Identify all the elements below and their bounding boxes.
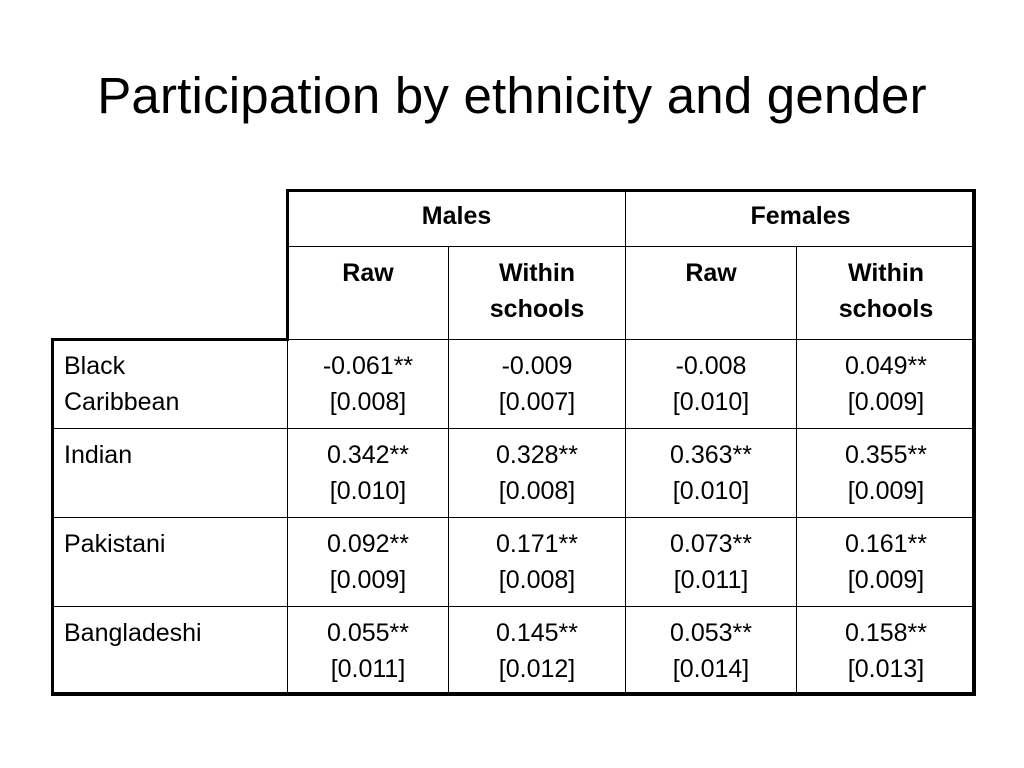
row-label: Bangladeshi bbox=[51, 606, 288, 696]
row-label: Indian bbox=[51, 428, 288, 518]
standard-error: [0.010] bbox=[672, 388, 750, 416]
coefficient: 0.073** bbox=[670, 530, 753, 558]
table-cell: 0.073** [0.011] bbox=[625, 517, 798, 607]
table-cell: -0.061** [0.008] bbox=[287, 339, 449, 429]
sub-header-females-within: Within schools bbox=[796, 246, 977, 340]
standard-error: [0.012] bbox=[498, 655, 576, 683]
sub-header-males-within: Within schools bbox=[447, 246, 627, 340]
standard-error: [0.011] bbox=[673, 566, 749, 594]
row-label-line: Indian bbox=[64, 441, 133, 469]
coefficient: 0.049** bbox=[845, 352, 928, 380]
coefficient: 0.161** bbox=[845, 530, 928, 558]
coefficient: -0.061** bbox=[322, 352, 414, 380]
standard-error: [0.008] bbox=[329, 388, 407, 416]
standard-error: [0.010] bbox=[672, 477, 750, 505]
sub-header-row: Raw Within schools Raw Within schools bbox=[52, 246, 977, 340]
table-border-top bbox=[286, 189, 975, 192]
group-header-row: Males Females bbox=[51, 189, 977, 340]
coefficient: 0.171** bbox=[495, 530, 579, 558]
sub-header-line: Raw bbox=[685, 259, 737, 287]
table-cell: 0.055** [0.011] bbox=[287, 606, 449, 696]
standard-error: [0.014] bbox=[672, 655, 750, 683]
sub-header-males-raw: Raw bbox=[287, 246, 449, 340]
standard-error: [0.008] bbox=[498, 477, 576, 505]
table-border-top-lower bbox=[51, 338, 289, 341]
coefficient: 0.145** bbox=[495, 619, 579, 647]
table-border-left-upper bbox=[286, 189, 289, 340]
coefficient: 0.055** bbox=[326, 619, 410, 647]
table-row: Indian 0.342** [0.010] 0.328** [0.008] 0… bbox=[51, 428, 977, 518]
corner-cell bbox=[51, 189, 288, 340]
table-cell: 0.053** [0.014] bbox=[625, 606, 798, 696]
standard-error: [0.011] bbox=[330, 655, 406, 683]
slide-title: Participation by ethnicity and gender bbox=[97, 67, 927, 124]
table-cell: 0.171** [0.008] bbox=[447, 517, 627, 607]
table-border-bottom bbox=[51, 692, 975, 695]
standard-error: [0.009] bbox=[847, 388, 925, 416]
table-cell: 0.328** [0.008] bbox=[447, 428, 627, 518]
table-cell: 0.161** [0.009] bbox=[796, 517, 977, 607]
sub-header-females-raw: Raw bbox=[625, 246, 798, 340]
table-border-right bbox=[972, 189, 975, 695]
standard-error: [0.010] bbox=[329, 477, 407, 505]
coefficient: 0.328** bbox=[495, 441, 579, 469]
row-label-line: Pakistani bbox=[64, 530, 166, 558]
sub-header-line: schools bbox=[838, 295, 934, 323]
results-table-container: Males Females Raw Within schools Raw Wit… bbox=[51, 189, 977, 696]
standard-error: [0.008] bbox=[498, 566, 576, 594]
table-cell: -0.009 [0.007] bbox=[447, 339, 627, 429]
sub-header-line: Within bbox=[498, 259, 576, 287]
row-label: Black Caribbean bbox=[51, 339, 288, 429]
coefficient: 0.355** bbox=[845, 441, 928, 469]
table-cell: 0.363** [0.010] bbox=[625, 428, 798, 518]
coefficient: 0.053** bbox=[670, 619, 753, 647]
coefficient: -0.009 bbox=[501, 352, 573, 380]
standard-error: [0.013] bbox=[847, 655, 925, 683]
standard-error: [0.007] bbox=[498, 388, 576, 416]
standard-error: [0.009] bbox=[329, 566, 407, 594]
table-row: Black Caribbean -0.061** [0.008] -0.009 … bbox=[51, 339, 977, 429]
group-header-females: Females bbox=[625, 189, 977, 247]
table-cell: 0.342** [0.010] bbox=[287, 428, 449, 518]
sub-header-line: Raw bbox=[342, 259, 394, 287]
table-cell: 0.092** [0.009] bbox=[287, 517, 449, 607]
table-cell: 0.158** [0.013] bbox=[796, 606, 977, 696]
table-cell: -0.008 [0.010] bbox=[625, 339, 798, 429]
table-row: Pakistani 0.092** [0.009] 0.171** [0.008… bbox=[51, 517, 977, 607]
row-label-line: Caribbean bbox=[64, 388, 180, 416]
coefficient: -0.008 bbox=[675, 352, 747, 380]
row-label: Pakistani bbox=[51, 517, 288, 607]
sub-header-line: Within bbox=[847, 259, 925, 287]
results-table: Males Females Raw Within schools Raw Wit… bbox=[51, 189, 977, 696]
table-cell: 0.145** [0.012] bbox=[447, 606, 627, 696]
coefficient: 0.092** bbox=[326, 530, 410, 558]
table-row: Bangladeshi 0.055** [0.011] 0.145** [0.0… bbox=[51, 606, 977, 696]
coefficient: 0.342** bbox=[326, 441, 410, 469]
standard-error: [0.009] bbox=[847, 477, 925, 505]
table-cell: 0.049** [0.009] bbox=[796, 339, 977, 429]
table-border-left-lower bbox=[51, 338, 54, 695]
coefficient: 0.363** bbox=[670, 441, 753, 469]
row-label-line: Black bbox=[64, 352, 126, 380]
row-label-line: Bangladeshi bbox=[64, 619, 202, 647]
group-header-males: Males bbox=[286, 189, 627, 247]
sub-header-line: schools bbox=[489, 295, 585, 323]
coefficient: 0.158** bbox=[845, 619, 928, 647]
standard-error: [0.009] bbox=[847, 566, 925, 594]
table-cell: 0.355** [0.009] bbox=[796, 428, 977, 518]
